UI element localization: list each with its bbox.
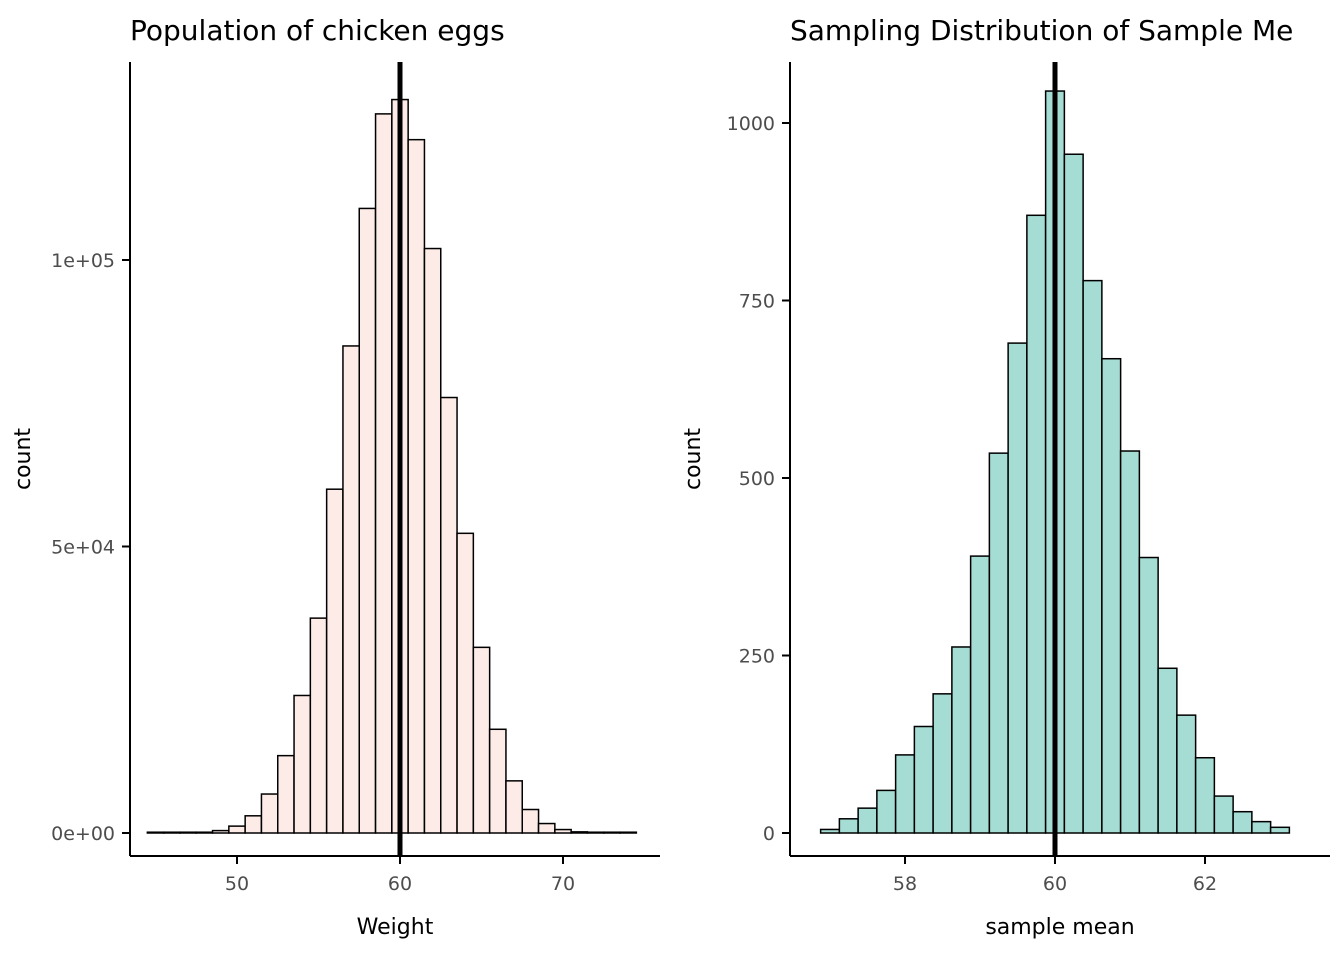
sampling-render-layer: 0 250 500 750 1000 58 60 62 (727, 62, 1330, 895)
histogram-bar (1176, 714, 1197, 834)
sampling-distribution-plot: 0 250 500 750 1000 58 60 62 Sampling Distributi… (672, 0, 1344, 960)
histogram-bar (819, 828, 841, 834)
histogram-bar (619, 831, 638, 834)
histogram-bar (969, 555, 991, 834)
population-histogram-svg: 0e+00 5e+04 1e+05 50 60 70 Population of chic… (11, 14, 660, 940)
y-tick-label: 5e+04 (51, 537, 115, 559)
histogram-bar (586, 831, 605, 834)
histogram-bar (374, 113, 393, 834)
histogram-bar (342, 345, 361, 834)
histogram-bar (603, 831, 621, 834)
y-tick-label: 250 (739, 646, 775, 668)
histogram-bar (244, 815, 263, 834)
x-tick-label: 50 (225, 873, 249, 895)
histogram-bar (951, 646, 972, 834)
y-tick-label: 0e+00 (51, 823, 115, 845)
histogram-bar (1232, 810, 1253, 834)
y-tick-label: 500 (739, 468, 775, 490)
histogram-bar (456, 532, 475, 834)
histogram-bar (505, 780, 524, 834)
histogram-bar (162, 831, 181, 834)
x-tick-label: 62 (1193, 873, 1217, 895)
histogram-bar (521, 808, 540, 834)
histogram-bar (195, 831, 214, 834)
chart-title: Population of chicken eggs (130, 14, 505, 47)
histogram-bar (407, 138, 426, 834)
histogram-bar (1157, 667, 1178, 834)
histogram-bar (260, 793, 279, 834)
histogram-bar (228, 825, 246, 834)
histogram-bar (179, 831, 197, 834)
y-axis-label: count (681, 428, 706, 490)
histogram-bar (857, 807, 878, 834)
histogram-bar (309, 617, 328, 834)
y-axis-label: count (11, 428, 36, 490)
histogram-bar (554, 828, 572, 834)
histogram-bar (988, 452, 1009, 834)
histogram-bar (440, 396, 458, 834)
sampling-histogram-svg: 0 250 500 750 1000 58 60 62 Sampling Distributi… (681, 14, 1330, 940)
x-axis-label: Weight (357, 915, 434, 940)
population-render-layer: 0e+00 5e+04 1e+05 50 60 70 (51, 62, 660, 895)
histogram-bar (423, 247, 442, 834)
chart-title: Sampling Distribution of Sample Me (790, 14, 1293, 47)
histogram-bar (570, 831, 589, 834)
x-axis-label: sample mean (985, 915, 1134, 940)
histogram-bar (1269, 826, 1291, 834)
histogram-bar (1007, 342, 1028, 834)
histogram-bar (211, 829, 230, 834)
y-tick-label: 1000 (727, 113, 775, 135)
histogram-bar (1213, 795, 1234, 834)
population-plot: 0e+00 5e+04 1e+05 50 60 70 Population of chic… (11, 14, 660, 940)
x-tick-label: 70 (551, 873, 575, 895)
histogram-bar (472, 646, 491, 834)
histogram-bar (1026, 214, 1047, 834)
histogram-bar (277, 754, 295, 834)
x-tick-label: 58 (893, 873, 917, 895)
histogram-bar (325, 488, 344, 834)
y-tick-label: 1e+05 (51, 250, 115, 272)
histogram-bar (358, 207, 377, 834)
y-tick-label: 750 (739, 291, 775, 313)
histogram-bar (1251, 820, 1272, 834)
histogram-bar (537, 822, 556, 834)
histogram-bar (876, 789, 897, 834)
x-tick-label: 60 (1043, 873, 1067, 895)
x-tick-label: 60 (388, 873, 412, 895)
histogram-bar (1194, 756, 1216, 834)
histogram-bar (913, 725, 934, 834)
histogram-bar (932, 693, 953, 834)
histogram-bar (894, 754, 916, 834)
histogram-bar (1101, 357, 1122, 834)
histogram-bar (1063, 153, 1084, 834)
y-tick-label: 0 (763, 823, 775, 845)
histogram-bar (1082, 279, 1103, 834)
histogram-bar (146, 831, 165, 834)
histogram-bar (1138, 556, 1159, 834)
histogram-bar (838, 818, 859, 834)
histogram-bar (293, 694, 312, 834)
histogram-bar (488, 728, 507, 834)
histogram-bar (1119, 450, 1141, 834)
